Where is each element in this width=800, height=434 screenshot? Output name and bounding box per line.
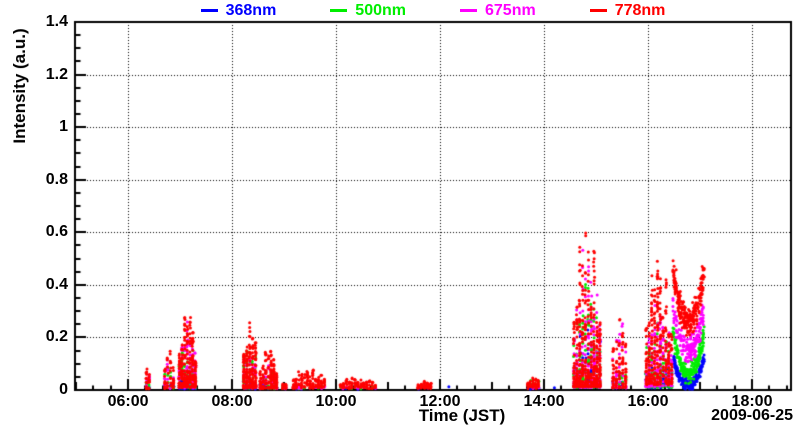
legend-item-675nm: 675nm — [460, 1, 536, 19]
x-tick-label: 14:00 — [523, 393, 565, 410]
legend-label: 368nm — [225, 1, 277, 19]
y-tick-label: 1 — [59, 118, 68, 136]
y-tick-label: 1.4 — [45, 13, 68, 30]
x-tick-label: 06:00 — [107, 393, 149, 410]
legend: 368nm 500nm 675nm 778nm — [75, 1, 791, 20]
y-tick-label: 0.4 — [45, 275, 68, 293]
x-tick-label: 16:00 — [627, 393, 669, 410]
date-label: 2009-06-25 — [711, 407, 793, 424]
legend-label: 675nm — [485, 1, 536, 19]
y-tick-label: 0.2 — [45, 328, 68, 346]
legend-item-778nm: 778nm — [589, 1, 666, 19]
legend-label: 500nm — [355, 1, 406, 19]
x-tick-label: 18:00 — [731, 393, 773, 410]
y-tick-label: 0.6 — [45, 223, 68, 241]
x-tick-label: 10:00 — [315, 393, 357, 410]
legend-swatch-icon — [330, 9, 348, 12]
legend-swatch-icon — [589, 9, 607, 12]
y-tick-label: 1.2 — [45, 65, 68, 83]
legend-item-500nm: 500nm — [330, 1, 406, 19]
legend-item-368nm: 368nm — [200, 1, 277, 19]
legend-swatch-icon — [460, 9, 477, 12]
y-tick-label: 0 — [59, 381, 68, 398]
x-axis-title: Time (JST) — [418, 406, 506, 425]
x-tick-label: 08:00 — [211, 393, 253, 410]
y-tick-label: 0.8 — [45, 170, 68, 188]
legend-swatch-icon — [200, 9, 218, 12]
legend-label: 778nm — [614, 1, 666, 19]
x-tick-label: 12:00 — [419, 393, 461, 410]
y-axis-title: Intensity (a.u.) — [10, 28, 29, 144]
